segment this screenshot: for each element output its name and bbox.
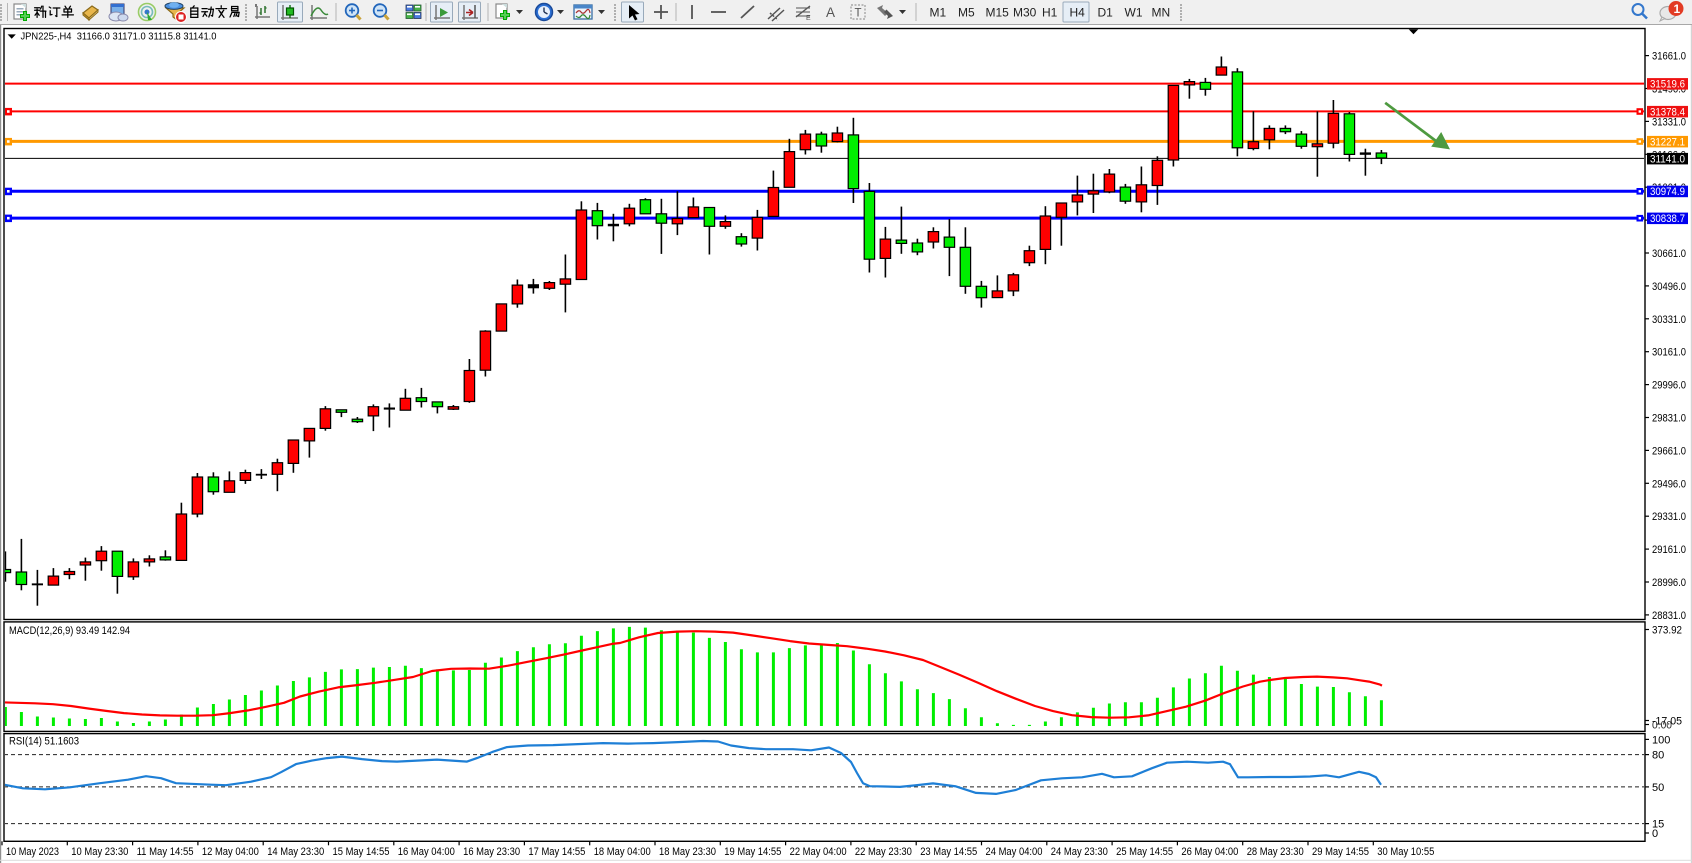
- svg-text:23 May 14:55: 23 May 14:55: [920, 846, 977, 858]
- svg-text:MACD(12,26,9) 93.49 142.94: MACD(12,26,9) 93.49 142.94: [9, 625, 130, 637]
- svg-text:15 May 14:55: 15 May 14:55: [333, 846, 390, 858]
- svg-text:31378.4: 31378.4: [1650, 106, 1685, 118]
- svg-text:10 May 2023: 10 May 2023: [6, 846, 59, 858]
- svg-text:24 May 23:30: 24 May 23:30: [1051, 846, 1108, 858]
- svg-text:E: E: [806, 15, 811, 22]
- svg-text:29661.0: 29661.0: [1652, 445, 1686, 457]
- svg-text:31661.0: 31661.0: [1652, 51, 1686, 63]
- svg-text:M5: M5: [958, 6, 975, 20]
- svg-text:29331.0: 29331.0: [1652, 511, 1686, 523]
- svg-text:T: T: [855, 8, 862, 20]
- svg-text:31227.1: 31227.1: [1650, 136, 1685, 148]
- svg-text:14 May 23:30: 14 May 23:30: [267, 846, 324, 858]
- svg-text:11 May 14:55: 11 May 14:55: [137, 846, 194, 858]
- svg-text:0: 0: [1652, 828, 1658, 840]
- svg-text:30161.0: 30161.0: [1652, 347, 1686, 359]
- svg-text:-17.05: -17.05: [1652, 716, 1682, 728]
- svg-text:28831.0: 28831.0: [1652, 610, 1686, 622]
- svg-text:31331.0: 31331.0: [1652, 116, 1686, 128]
- svg-text:M1: M1: [930, 6, 947, 20]
- svg-text:0.00: 0.00: [1652, 720, 1672, 732]
- svg-text:80: 80: [1652, 750, 1664, 762]
- svg-text:W1: W1: [1125, 6, 1143, 20]
- svg-text:29496.0: 29496.0: [1652, 478, 1686, 490]
- svg-text:17 May 14:55: 17 May 14:55: [528, 846, 585, 858]
- svg-text:22 May 04:00: 22 May 04:00: [790, 846, 847, 858]
- svg-text:31519.6: 31519.6: [1650, 79, 1685, 91]
- svg-text:100: 100: [1652, 734, 1670, 746]
- svg-text:29161.0: 29161.0: [1652, 544, 1686, 556]
- svg-text:30838.7: 30838.7: [1650, 213, 1685, 225]
- svg-text:JPN225-,H4 31166.0 31171.0 31: JPN225-,H4 31166.0 31171.0 31115.8 31141…: [21, 30, 217, 42]
- svg-text:10 May 23:30: 10 May 23:30: [71, 846, 128, 858]
- svg-text:373.92: 373.92: [1652, 625, 1682, 637]
- svg-text:24 May 04:00: 24 May 04:00: [986, 846, 1043, 858]
- svg-text:30331.0: 30331.0: [1652, 314, 1686, 326]
- svg-text:D1: D1: [1098, 6, 1114, 20]
- svg-text:M15: M15: [986, 6, 1010, 20]
- svg-text:RSI(14) 51.1603: RSI(14) 51.1603: [9, 736, 79, 748]
- svg-text:H4: H4: [1070, 6, 1086, 20]
- svg-text:29831.0: 29831.0: [1652, 413, 1686, 425]
- svg-text:12 May 04:00: 12 May 04:00: [202, 846, 259, 858]
- svg-text:31141.0: 31141.0: [1650, 153, 1685, 165]
- svg-text:MN: MN: [1152, 6, 1171, 20]
- svg-text:18 May 23:30: 18 May 23:30: [659, 846, 716, 858]
- svg-text:A: A: [826, 5, 835, 20]
- svg-text:H1: H1: [1042, 6, 1058, 20]
- svg-text:30974.9: 30974.9: [1650, 186, 1685, 198]
- svg-text:30661.0: 30661.0: [1652, 248, 1686, 260]
- svg-text:30 May 10:55: 30 May 10:55: [1377, 846, 1434, 858]
- svg-text:16 May 04:00: 16 May 04:00: [398, 846, 455, 858]
- svg-text:18 May 04:00: 18 May 04:00: [594, 846, 651, 858]
- svg-text:22 May 23:30: 22 May 23:30: [855, 846, 912, 858]
- svg-text:29 May 14:55: 29 May 14:55: [1312, 846, 1369, 858]
- svg-text:28 May 23:30: 28 May 23:30: [1247, 846, 1304, 858]
- svg-text:50: 50: [1652, 782, 1664, 794]
- svg-text:26 May 04:00: 26 May 04:00: [1181, 846, 1238, 858]
- svg-text:30496.0: 30496.0: [1652, 281, 1686, 293]
- svg-text:15: 15: [1652, 819, 1664, 831]
- svg-text:19 May 14:55: 19 May 14:55: [724, 846, 781, 858]
- svg-text:M30: M30: [1013, 6, 1037, 20]
- svg-text:16 May 23:30: 16 May 23:30: [463, 846, 520, 858]
- svg-text:25 May 14:55: 25 May 14:55: [1116, 846, 1173, 858]
- svg-text:29996.0: 29996.0: [1652, 380, 1686, 392]
- svg-text:28996.0: 28996.0: [1652, 577, 1686, 589]
- svg-text:1: 1: [1674, 2, 1681, 16]
